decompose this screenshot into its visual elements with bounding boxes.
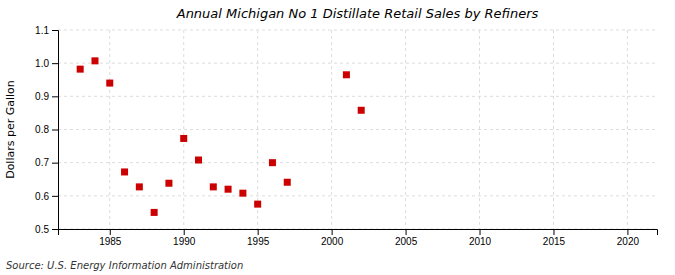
point [269, 159, 276, 166]
tick: 2015 [543, 229, 566, 247]
grid-line [553, 30, 554, 229]
tick-mark [258, 229, 259, 235]
grid-line [331, 30, 332, 229]
point [121, 168, 128, 175]
grid [58, 30, 657, 229]
grid-line [58, 129, 657, 130]
point [343, 71, 350, 78]
axis-line [59, 230, 658, 236]
tick-label: 1985 [99, 236, 122, 247]
tick-label: 2010 [469, 236, 492, 247]
tick-label: 0.5 [35, 224, 49, 235]
tick-mark [553, 229, 554, 235]
tick-label: 0.9 [35, 91, 49, 102]
points [77, 57, 365, 216]
grid-line [58, 195, 657, 196]
tick-label: 2000 [321, 236, 344, 247]
tick: 0.7 [35, 157, 58, 168]
tick: 0.6 [35, 191, 58, 202]
tick-mark [52, 130, 58, 131]
point [91, 57, 98, 64]
y-axis-title: Dollars per Gallon [4, 80, 17, 179]
point [180, 135, 187, 142]
grid-line [58, 30, 657, 31]
tick: 1.0 [35, 58, 58, 69]
tick-mark [627, 229, 628, 235]
grid-line [627, 30, 628, 229]
grid-line [405, 30, 406, 229]
tick-mark [52, 30, 58, 31]
point [136, 183, 143, 190]
plot-area: 198519901995200020052010201520200.50.60.… [35, 25, 657, 247]
tick: 0.9 [35, 91, 58, 102]
tick-label: 2015 [543, 236, 566, 247]
grid-line [58, 63, 657, 64]
point [239, 190, 246, 197]
point [225, 186, 232, 193]
point [195, 157, 202, 164]
annotation: Source: U.S. Energy Information Administ… [6, 260, 243, 271]
tick-mark [52, 229, 58, 230]
tick: 1985 [99, 229, 122, 247]
tick: 2020 [617, 229, 640, 247]
point [165, 180, 172, 187]
tick-mark [110, 229, 111, 235]
tick: 1995 [247, 229, 270, 247]
tick-label: 1.0 [35, 58, 49, 69]
tick-label: 1995 [247, 236, 270, 247]
tick: 0.5 [35, 224, 58, 235]
point [210, 183, 217, 190]
tick-mark [480, 229, 481, 235]
tick: 1990 [173, 229, 196, 247]
tick-label: 0.6 [35, 191, 49, 202]
title: Annual Michigan No 1 Distillate Retail S… [176, 6, 539, 21]
point [284, 179, 291, 186]
tick-label: 0.7 [35, 157, 49, 168]
tick: 0.8 [35, 124, 58, 135]
tick: 2000 [321, 229, 344, 247]
tick-label: 2005 [395, 236, 418, 247]
tick-label: 2020 [617, 236, 640, 247]
point [358, 107, 365, 114]
grid-line [58, 96, 657, 97]
axis-line [52, 31, 59, 230]
tick-mark [406, 229, 407, 235]
point [77, 66, 84, 73]
chart: 198519901995200020052010201520200.50.60.… [0, 0, 675, 275]
tick-label: 1.1 [35, 25, 49, 36]
tick: 2010 [469, 229, 492, 247]
grid-line [109, 30, 110, 229]
point [254, 201, 261, 208]
tick: 1.1 [35, 25, 58, 36]
tick: 2005 [395, 229, 418, 247]
tick-label: 0.8 [35, 124, 49, 135]
tick-mark [52, 96, 58, 97]
tick-mark [52, 163, 58, 164]
tick-mark [332, 229, 333, 235]
tick-label: 1990 [173, 236, 196, 247]
tick-mark [52, 63, 58, 64]
grid-line [58, 162, 657, 163]
point [151, 209, 158, 216]
tick-mark [52, 196, 58, 197]
y-axis: 0.5 0.6 0.7 0.8 0.9 1.0 1.1 [35, 25, 58, 235]
x-axis: 1985 1990 1995 2000 2005 2010 2015 2020 [59, 229, 658, 247]
point [106, 80, 113, 87]
tick-mark [184, 229, 185, 235]
